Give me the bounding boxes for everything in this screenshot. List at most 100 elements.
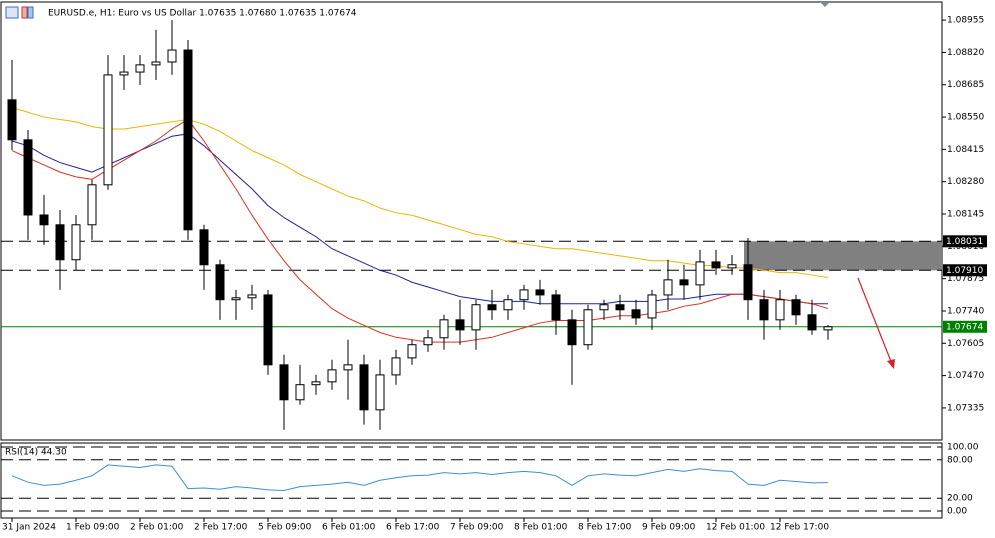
candle-body [167,49,177,63]
x-tick-label: 6 Feb 17:00 [386,523,440,533]
y-tick-label: 1.08145 [947,210,984,220]
x-tick-label: 7 Feb 09:00 [450,523,504,533]
candle-body [823,326,833,331]
moving-average [11,107,829,278]
candle-body [439,319,449,339]
chart-title: EURUSD.e, H1: Euro vs US Dollar 1.07635 … [48,9,357,19]
y-tick-label: 1.07740 [947,306,984,316]
candle-body [727,264,737,269]
y-tick-label: 1.08280 [947,177,984,187]
y-tick-label: 1.08820 [947,48,984,58]
candle-body [135,64,145,73]
candle-body [615,304,625,311]
x-tick-label: 2 Feb 01:00 [130,523,184,533]
candle-body [311,381,321,386]
price-panel-frame [0,1,943,441]
x-tick-label: 31 Jan 2024 [2,523,56,533]
level-label: 1.07674 [946,322,983,332]
icon [27,6,34,19]
candle-body [791,299,801,316]
candle-body [711,261,721,269]
x-tick-label: 9 Feb 09:00 [642,523,696,533]
x-tick-label: 8 Feb 01:00 [514,523,568,533]
level-label-bg [943,235,987,248]
candle-body [151,61,161,66]
candle-body [583,309,593,346]
candle-body [199,229,209,266]
annotation-arrow [857,277,895,369]
candle-body [183,49,193,231]
candle-body [759,299,769,321]
candle-body [279,364,289,401]
y-tick-label: 1.07470 [947,371,984,381]
candle-body [215,264,225,301]
zone [744,241,942,271]
candle-body [695,261,705,286]
candle-body [87,184,97,226]
candle-body [487,304,497,311]
x-tick-label: 12 Feb 17:00 [770,523,829,533]
y-tick-label: 1.08415 [947,145,984,155]
candle-body [71,224,81,261]
candle-body [295,384,305,401]
rsi-tick-label: 20.00 [947,494,973,504]
candle-body [375,374,385,411]
candle-body [119,71,129,76]
x-tick-label: 1 Feb 09:00 [66,523,120,533]
level-label-bg [943,320,987,333]
y-tick-label: 1.07335 [947,403,984,413]
candle-body [263,294,273,366]
toolbar-icons [5,6,34,19]
candle-body [471,304,481,331]
candle-body [503,299,513,311]
candle-body [359,364,369,411]
level-label: 1.07910 [946,266,983,276]
y-tick-label: 1.08955 [947,16,984,26]
candle-body [343,364,353,371]
candle-body [391,357,401,376]
arrow-line [857,277,893,365]
candle-body [551,294,561,321]
rsi-tick-label: 100.00 [947,443,979,453]
x-tick-label: 8 Feb 17:00 [578,523,632,533]
rsi-line [11,464,829,492]
candle-body [23,139,33,216]
level-label-bg [943,264,987,277]
candle-body [231,297,241,301]
moving-average [11,133,828,305]
candle-body [247,294,257,299]
rsi-panel-frame [0,442,943,519]
candle-body [631,309,641,319]
candle-body [7,99,17,141]
y-tick-label: 1.08685 [947,80,984,90]
x-tick-label: 12 Feb 01:00 [706,523,765,533]
candle-body [519,289,529,301]
y-tick-label: 1.07605 [947,339,984,349]
rsi-title: RSI(14) 44.30 [5,448,67,458]
candle-body [599,304,609,311]
x-tick-label: 2 Feb 17:00 [194,523,248,533]
moving-average [11,118,829,343]
candle-body [743,264,753,301]
candle-body [423,337,433,346]
candle-body [455,319,465,331]
candle-body [567,319,577,346]
rsi-tick-label: 0.00 [947,507,967,517]
candle-body [327,369,337,383]
candle-body [55,224,65,261]
candle-body [39,214,49,226]
candle-body [679,279,689,286]
candle-body [663,279,673,296]
x-tick-label: 5 Feb 09:00 [258,523,312,533]
candle-body [807,314,817,331]
candle-body [647,294,657,319]
y-tick-label: 1.08550 [947,113,984,123]
icon [21,6,28,19]
rsi-tick-label: 80.00 [947,455,973,465]
candle-body [103,74,113,186]
y-tick-label: 1.07875 [947,274,984,284]
icon [5,6,19,19]
level-label: 1.08031 [946,237,983,247]
scroll-marker [820,2,830,7]
